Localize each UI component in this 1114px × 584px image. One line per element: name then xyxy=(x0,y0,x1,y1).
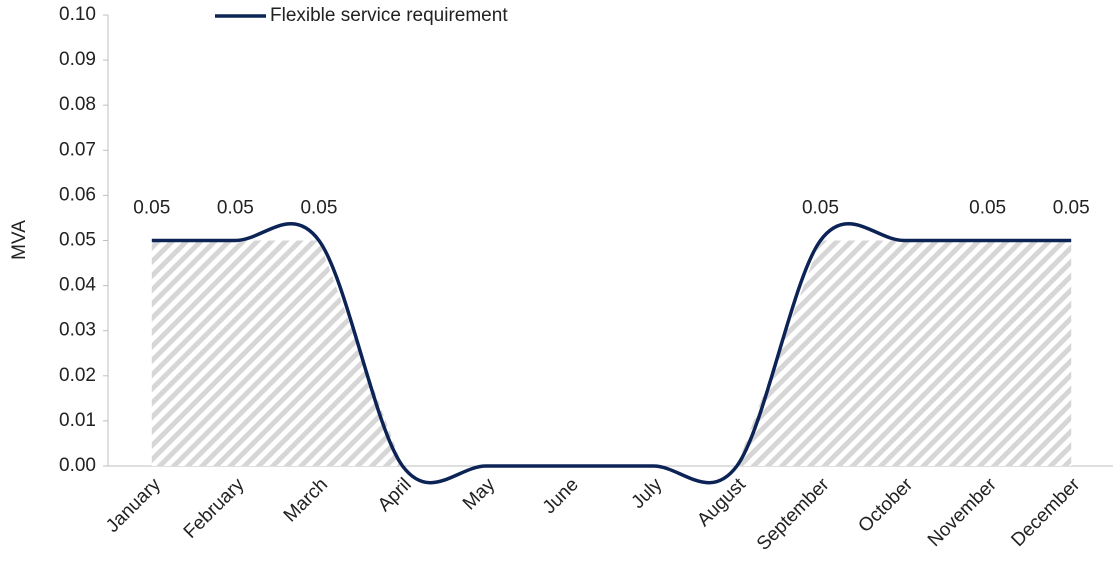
x-tick-label: May xyxy=(459,474,500,515)
y-tick-label: 0.01 xyxy=(59,410,96,431)
x-tick-label: April xyxy=(374,474,416,516)
y-tick-label: 0.06 xyxy=(59,184,96,205)
y-tick-label: 0.08 xyxy=(59,94,96,115)
x-tick-label: November xyxy=(924,474,1001,551)
x-tick-label: March xyxy=(280,474,332,526)
x-tick-label: January xyxy=(102,474,165,537)
y-tick-label: 0.07 xyxy=(59,139,96,160)
data-label: 0.05 xyxy=(133,198,170,219)
x-tick-label: July xyxy=(628,474,667,513)
data-label: 0.05 xyxy=(1053,198,1090,219)
data-label: 0.05 xyxy=(300,198,337,219)
y-tick-label: 0.03 xyxy=(59,320,96,341)
x-tick-label: June xyxy=(539,474,583,518)
y-tick-label: 0.10 xyxy=(59,4,96,25)
y-tick-label: 0.02 xyxy=(59,365,96,386)
y-tick-label: 0.05 xyxy=(59,230,96,251)
area xyxy=(151,240,1072,466)
line xyxy=(151,222,1072,485)
y-tick-label: 0.04 xyxy=(59,275,96,296)
x-tick-label: December xyxy=(1007,474,1084,551)
data-label: 0.05 xyxy=(802,198,839,219)
data-label: 0.05 xyxy=(969,198,1006,219)
x-tick-label: February xyxy=(180,474,249,543)
y-tick-label: 0.00 xyxy=(59,455,96,476)
x-tick-label: October xyxy=(854,474,917,537)
data-label: 0.05 xyxy=(217,198,254,219)
y-axis-title: MVA xyxy=(9,220,30,260)
legend-label: Flexible service requirement xyxy=(270,5,508,26)
y-tick-label: 0.09 xyxy=(59,49,96,70)
x-tick-label: September xyxy=(753,474,834,555)
